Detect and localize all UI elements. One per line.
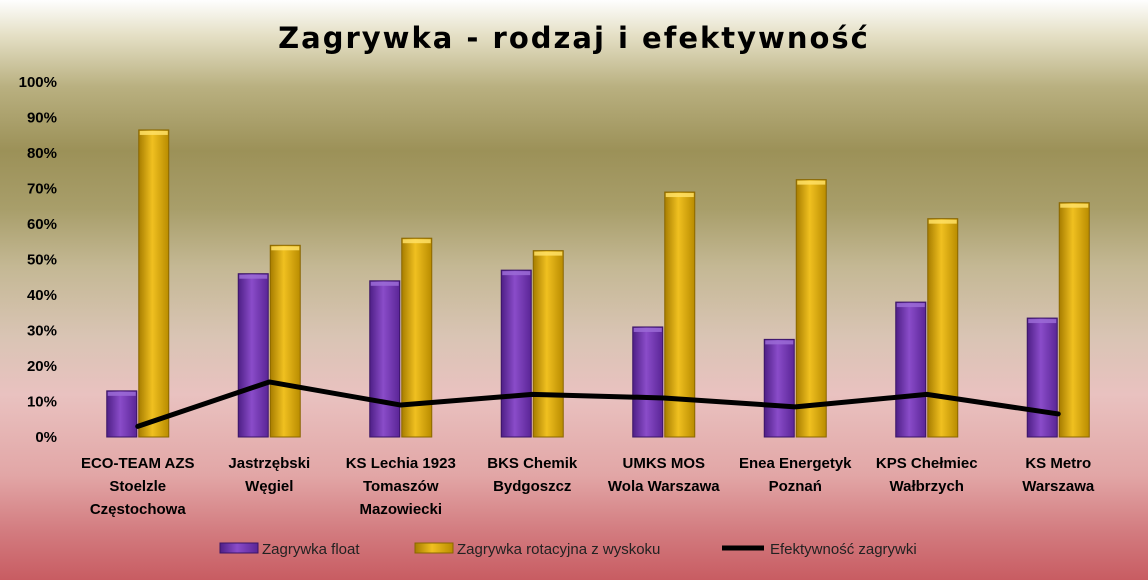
y-tick-label: 30% — [27, 323, 57, 340]
y-tick-label: 50% — [27, 252, 57, 269]
bar-rotacyjna — [795, 179, 827, 438]
y-tick-label: 70% — [27, 181, 57, 198]
x-category-label: Enea Energetyk Poznań — [739, 455, 852, 495]
bar-top-highlight — [402, 239, 431, 244]
bar-rotacyjna — [138, 129, 170, 438]
bar-float — [632, 326, 664, 438]
bar-top-highlight — [271, 246, 300, 251]
y-tick-label: 100% — [19, 74, 57, 91]
legend-label: Efektywność zagrywki — [770, 541, 917, 558]
legend: Zagrywka float Zagrywka rotacyjna z wysko… — [219, 541, 917, 558]
bar-top-highlight — [239, 274, 268, 279]
bar-top-highlight — [633, 327, 662, 332]
bar-rotacyjna — [269, 244, 301, 438]
chart-title: Zagrywka - rodzaj i efektywność — [278, 21, 870, 55]
bar-float — [237, 273, 269, 438]
bar-float — [106, 390, 138, 438]
bar-rotacyjna — [532, 250, 564, 438]
bar-top-highlight — [1028, 319, 1057, 324]
legend-swatch — [219, 542, 259, 554]
legend-swatch — [414, 542, 454, 554]
x-category-label: KS Metro Warszawa — [1022, 455, 1095, 495]
bar-top-highlight — [502, 271, 531, 276]
bar-top-highlight — [665, 193, 694, 198]
bar-top-highlight — [797, 180, 826, 185]
bar-rotacyjna — [401, 237, 433, 438]
y-tick-label: 90% — [27, 110, 57, 127]
bar-top-highlight — [370, 281, 399, 286]
x-category-label: Jastrzębski Węgiel — [228, 455, 310, 495]
x-category-label: ECO-TEAM AZS Stoelzle Częstochowa — [81, 455, 195, 518]
legend-label: Zagrywka float — [262, 541, 360, 558]
bar-float — [763, 338, 795, 438]
x-category-label: KPS Chełmiec Wałbrzych — [876, 455, 978, 495]
bar-rotacyjna — [1058, 202, 1090, 438]
bar-top-highlight — [928, 219, 957, 224]
x-category-label: KS Lechia 1923 Tomaszów Mazowiecki — [346, 455, 456, 518]
bar-top-highlight — [534, 251, 563, 256]
bar-rotacyjna — [927, 218, 959, 438]
plot-bars — [106, 129, 1090, 438]
y-tick-label: 0% — [35, 429, 57, 446]
bar-top-highlight — [1060, 203, 1089, 208]
bar-float — [1026, 317, 1058, 438]
y-tick-label: 60% — [27, 216, 57, 233]
line-efektywnosc — [135, 379, 1061, 429]
y-axis: 0% 10% 20% 30% 40% 50% 60% 70% 80% 90% 100% — [19, 74, 57, 446]
bar-float — [895, 301, 927, 438]
plot-line — [135, 379, 1061, 429]
y-tick-label: 20% — [27, 358, 57, 375]
y-tick-label: 10% — [27, 394, 57, 411]
bar-top-highlight — [107, 391, 136, 396]
x-axis: ECO-TEAM AZS Stoelzle Częstochowa Jastrzębs… — [81, 455, 1095, 518]
legend-label: Zagrywka rotacyjna z wyskoku — [457, 541, 660, 558]
x-category-label: UMKS MOS Wola Warszawa — [608, 455, 720, 495]
bar-float — [369, 280, 401, 438]
bar-top-highlight — [896, 303, 925, 308]
bar-float — [500, 269, 532, 438]
bar-top-highlight — [765, 340, 794, 345]
bar-top-highlight — [139, 130, 168, 135]
y-tick-label: 80% — [27, 145, 57, 162]
y-tick-label: 40% — [27, 287, 57, 304]
x-category-label: BKS Chemik Bydgoszcz — [487, 455, 578, 495]
